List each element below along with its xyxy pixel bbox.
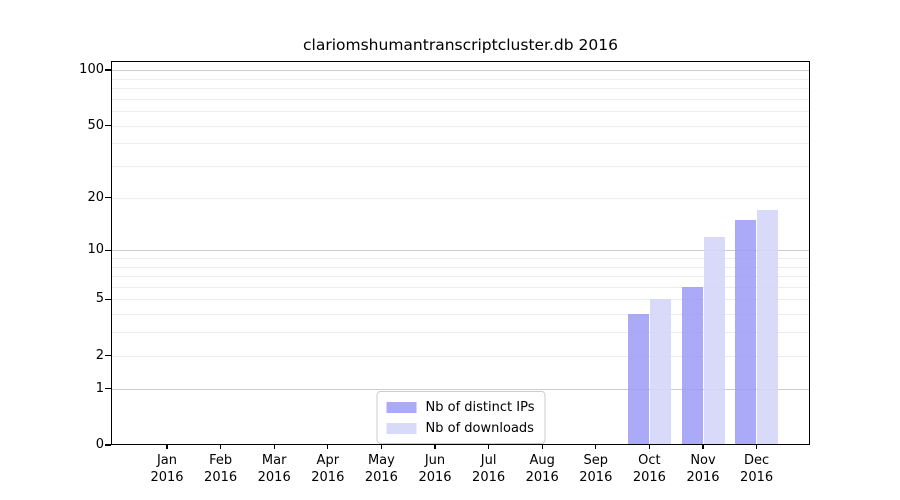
x-tick-label: Dec 2016 [725,452,789,486]
x-tick-year: 2016 [204,470,238,485]
x-tick-year: 2016 [686,470,720,485]
y-tick-label: 2 [95,347,104,363]
y-tick-mark [105,355,111,357]
y-tick-mark [105,387,111,390]
gridline-minor [111,332,810,334]
x-tick-label: Apr 2016 [296,452,360,486]
gridline-minor [111,257,810,259]
y-tick-label: 5 [95,291,104,307]
x-tick-year: 2016 [632,470,666,485]
x-tick-month: Oct [638,453,661,468]
x-tick-month: Jul [480,453,497,468]
y-tick-mark [105,249,111,251]
x-tick-mark [755,445,758,449]
x-tick-month: Jun [424,453,446,468]
bar-downloads-dec [757,210,779,445]
x-tick-mark [702,445,704,449]
y-tick-label: 0 [95,437,104,452]
x-tick-month: Jan [156,453,178,468]
x-tick-label: Aug 2016 [510,452,574,486]
y-tick-mark [105,196,111,199]
x-tick-mark [273,445,275,449]
legend-item: Nb of downloads [386,419,535,437]
x-tick-mark [166,445,168,449]
x-tick-month: Dec [744,453,770,468]
x-tick-mark [648,445,651,449]
x-tick-label: Oct 2016 [617,452,681,486]
x-tick-month: Aug [529,453,555,468]
x-tick-mark [380,445,383,449]
legend-swatch-icon [386,422,417,434]
x-tick-month: Sep [583,453,609,468]
x-tick-month: May [367,453,395,468]
legend: Nb of distinct IPs Nb of downloads [376,391,546,444]
x-tick-mark [487,445,490,449]
gridline-minor [111,286,810,288]
gridline-minor [111,314,810,316]
x-tick-label: Jan 2016 [135,452,199,486]
bar-downloads-nov [703,236,725,445]
legend-item: Nb of distinct IPs [386,398,535,416]
x-tick-mark [541,445,543,449]
x-tick-year: 2016 [150,470,184,485]
gridline-major [111,250,810,252]
gridline-minor [111,143,810,145]
x-tick-mark [434,445,436,449]
gridline-minor [111,88,810,90]
x-tick-year: 2016 [311,470,345,485]
gridline-minor [111,197,810,199]
gridline-minor [111,98,810,100]
gridline-minor [111,166,810,168]
x-tick-year: 2016 [364,470,398,485]
x-tick-label: Jul 2016 [457,452,521,486]
gridline-major [111,388,810,390]
y-tick-mark [105,444,111,446]
legend-label: Nb of distinct IPs [425,399,535,415]
bar-downloads-oct [649,299,671,445]
y-tick-mark [105,298,111,301]
y-tick-label: 1 [95,380,104,396]
gridline-minor [111,276,810,278]
x-tick-month: Apr [316,453,340,468]
x-tick-year: 2016 [257,470,291,485]
y-tick-mark [105,69,111,71]
x-tick-mark [595,445,597,449]
x-tick-month: Mar [261,453,287,468]
x-tick-year: 2016 [740,470,774,485]
bar-distinct-ips-dec [735,219,757,445]
x-tick-label: Sep 2016 [564,452,628,486]
x-tick-label: Mar 2016 [242,452,306,486]
bar-distinct-ips-oct [627,314,649,445]
x-tick-year: 2016 [525,470,559,485]
gridline-minor [111,125,810,127]
gridline-minor [111,299,810,301]
y-tick-label: 50 [87,117,104,133]
x-tick-label: Jun 2016 [403,452,467,486]
gridline-minor [111,111,810,113]
legend-swatch-icon [386,401,417,413]
bar-distinct-ips-nov [681,286,703,445]
x-tick-label: Feb 2016 [189,452,253,486]
plot-area [111,61,810,445]
x-tick-year: 2016 [472,470,506,485]
legend-label: Nb of downloads [425,420,534,436]
x-tick-month: Feb [209,453,233,468]
x-tick-mark [219,445,222,449]
y-tick-label: 20 [87,189,104,205]
chart-title: clariomshumantranscriptcluster.db 2016 [303,36,618,54]
y-tick-label: 100 [79,62,104,78]
y-tick-mark [105,124,111,127]
x-tick-year: 2016 [418,470,452,485]
y-tick-label: 10 [87,242,104,258]
gridline-minor [111,266,810,268]
gridline-minor [111,78,810,80]
x-tick-year: 2016 [579,470,613,485]
gridline-major [111,70,810,72]
x-tick-mark [327,445,329,449]
x-tick-label: Nov 2016 [671,452,735,486]
x-tick-month: Nov [690,453,716,468]
gridline-minor [111,355,810,357]
x-tick-label: May 2016 [349,452,413,486]
